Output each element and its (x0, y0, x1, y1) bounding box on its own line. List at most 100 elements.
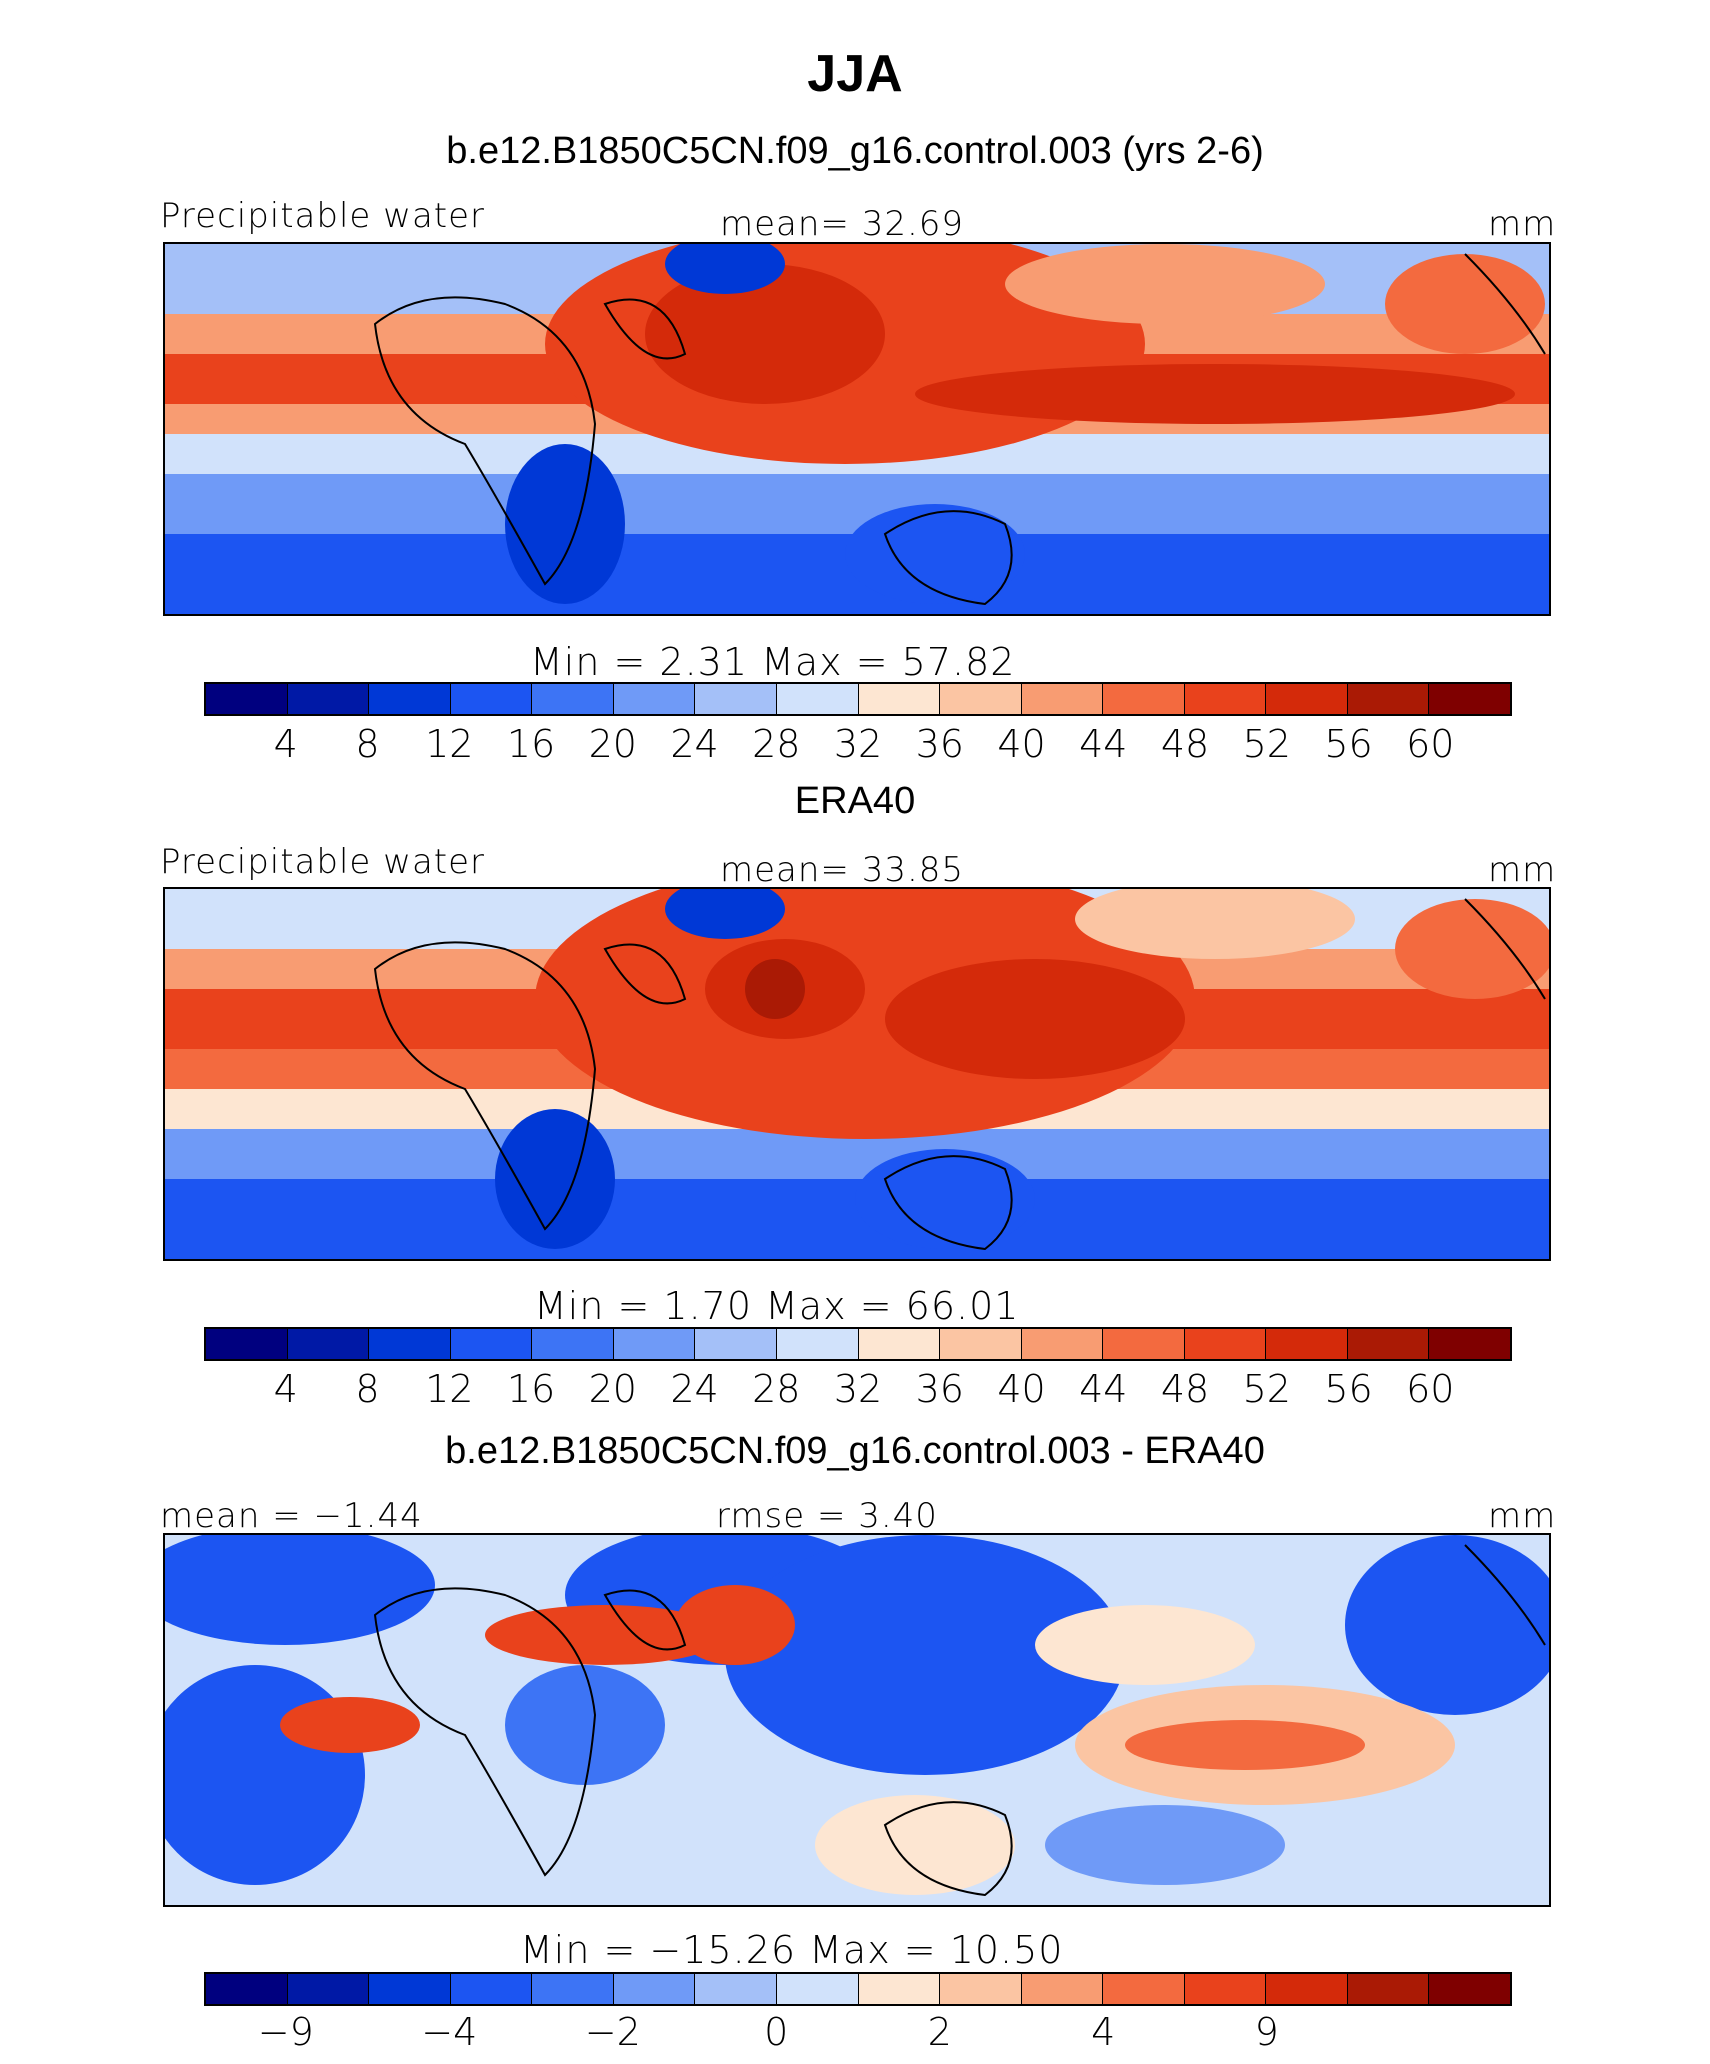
colorbar-tick-label: −9 (257, 2010, 314, 2054)
colorbar-swatch (206, 1329, 288, 1359)
panel-2-map (163, 887, 1551, 1261)
colorbar-swatch (858, 684, 941, 714)
colorbar-swatch (1021, 684, 1104, 714)
colorbar-tick-label: 36 (915, 722, 964, 766)
figure-title: JJA (807, 45, 903, 103)
panel-2-units-label: mm (1488, 850, 1557, 890)
colorbar-tick-label: 0 (764, 2010, 789, 2054)
colorbar-tick-label: 44 (1079, 722, 1128, 766)
colorbar-swatch (1347, 1974, 1430, 2004)
panel-1-contour-field (165, 244, 1549, 614)
colorbar-swatch (1347, 1329, 1430, 1359)
panel-2-contour-field (165, 889, 1549, 1259)
colorbar-tick-label: 24 (670, 1367, 719, 1411)
panel-3-rmse-label: rmse = 3.40 (716, 1496, 938, 1536)
colorbar-swatch (613, 1329, 696, 1359)
colorbar-swatch (287, 1974, 370, 2004)
panel-3-colorbar-ticks: −9 −4 −2 0 2 4 9 (0, 2010, 1710, 2060)
colorbar-swatch (450, 684, 533, 714)
colorbar-tick-label: 4 (273, 1367, 298, 1411)
panel-2-colorbar (204, 1327, 1512, 1361)
colorbar-tick-label: 4 (1091, 2010, 1116, 2054)
colorbar-swatch (1184, 1974, 1267, 2004)
colorbar-swatch (369, 1974, 451, 2004)
colorbar-swatch (695, 684, 777, 714)
colorbar-tick-label: 28 (752, 1367, 801, 1411)
colorbar-tick-label: 8 (355, 722, 380, 766)
colorbar-tick-label: 32 (833, 1367, 883, 1411)
colorbar-swatch (613, 684, 696, 714)
colorbar-tick-label: 20 (588, 722, 637, 766)
colorbar-swatch (1429, 1329, 1510, 1359)
panel-2-variable-label: Precipitable water (160, 842, 486, 882)
colorbar-swatch (940, 1329, 1022, 1359)
colorbar-swatch (1103, 684, 1185, 714)
colorbar-swatch (1103, 1974, 1185, 2004)
colorbar-swatch (858, 1974, 941, 2004)
panel-1-title: b.e12.B1850C5CN.f09_g16.control.003 (yrs… (446, 130, 1264, 172)
colorbar-tick-label: 56 (1324, 722, 1373, 766)
colorbar-swatch (287, 684, 370, 714)
colorbar-tick-label: 56 (1324, 1367, 1373, 1411)
colorbar-swatch (532, 1974, 614, 2004)
colorbar-tick-label: 60 (1406, 1367, 1455, 1411)
colorbar-swatch (776, 1974, 859, 2004)
colorbar-swatch (940, 1974, 1022, 2004)
colorbar-tick-label: 48 (1160, 722, 1210, 766)
panel-3-minmax: Min = −15.26 Max = 10.50 (520, 1928, 1064, 1972)
colorbar-swatch (1184, 684, 1267, 714)
colorbar-swatch (369, 684, 451, 714)
colorbar-tick-label: 28 (752, 722, 801, 766)
colorbar-tick-label: 20 (588, 1367, 637, 1411)
colorbar-swatch (1266, 684, 1348, 714)
colorbar-swatch (287, 1329, 370, 1359)
panel-1-mean-label: mean= 32.69 (720, 204, 965, 244)
panel-1-minmax: Min = 2.31 Max = 57.82 (530, 640, 1016, 684)
colorbar-swatch (1266, 1329, 1348, 1359)
panel-3-units-label: mm (1488, 1496, 1557, 1536)
colorbar-swatch (1347, 684, 1430, 714)
panel-3-title: b.e12.B1850C5CN.f09_g16.control.003 - ER… (445, 1430, 1265, 1472)
colorbar-tick-label: 48 (1160, 1367, 1210, 1411)
colorbar-tick-label: −2 (584, 2010, 641, 2054)
panel-3-mean-label: mean = −1.44 (160, 1496, 423, 1536)
panel-1-map (163, 242, 1551, 616)
colorbar-swatch (532, 1329, 614, 1359)
colorbar-tick-label: 24 (670, 722, 719, 766)
colorbar-swatch (1266, 1974, 1348, 2004)
colorbar-tick-label: 32 (833, 722, 883, 766)
colorbar-tick-label: 4 (273, 722, 298, 766)
panel-3-contour-field (165, 1535, 1549, 1905)
colorbar-swatch (776, 1329, 859, 1359)
colorbar-swatch (206, 1974, 288, 2004)
colorbar-tick-label: 12 (425, 1367, 474, 1411)
panel-3-map (163, 1533, 1551, 1907)
colorbar-tick-label: 52 (1242, 722, 1291, 766)
colorbar-tick-label: 60 (1406, 722, 1455, 766)
panel-2-mean-label: mean= 33.85 (720, 850, 965, 890)
colorbar-swatch (369, 1329, 451, 1359)
colorbar-swatch (206, 684, 288, 714)
colorbar-swatch (695, 1974, 777, 2004)
colorbar-tick-label: 12 (425, 722, 474, 766)
colorbar-swatch (1429, 1974, 1510, 2004)
colorbar-swatch (940, 684, 1022, 714)
colorbar-tick-label: 40 (997, 722, 1046, 766)
colorbar-swatch (1021, 1974, 1104, 2004)
colorbar-swatch (450, 1329, 533, 1359)
colorbar-tick-label: −4 (421, 2010, 478, 2054)
colorbar-tick-label: 9 (1254, 2010, 1279, 2054)
panel-1-colorbar-ticks: 4 8 12 16 20 24 28 32 36 40 44 48 52 56 60 (0, 722, 1710, 772)
colorbar-tick-label: 52 (1242, 1367, 1291, 1411)
panel-1-units-label: mm (1488, 204, 1557, 244)
panel-1-colorbar (204, 682, 1512, 716)
colorbar-swatch (695, 1329, 777, 1359)
colorbar-swatch (1103, 1329, 1185, 1359)
colorbar-tick-label: 16 (506, 1367, 556, 1411)
colorbar-swatch (1021, 1329, 1104, 1359)
colorbar-tick-label: 44 (1079, 1367, 1128, 1411)
panel-2-minmax: Min = 1.70 Max = 66.01 (534, 1284, 1020, 1328)
panel-2-colorbar-ticks: 4 8 12 16 20 24 28 32 36 40 44 48 52 56 60 (0, 1367, 1710, 1417)
colorbar-tick-label: 40 (997, 1367, 1046, 1411)
panel-3-colorbar (204, 1972, 1512, 2006)
